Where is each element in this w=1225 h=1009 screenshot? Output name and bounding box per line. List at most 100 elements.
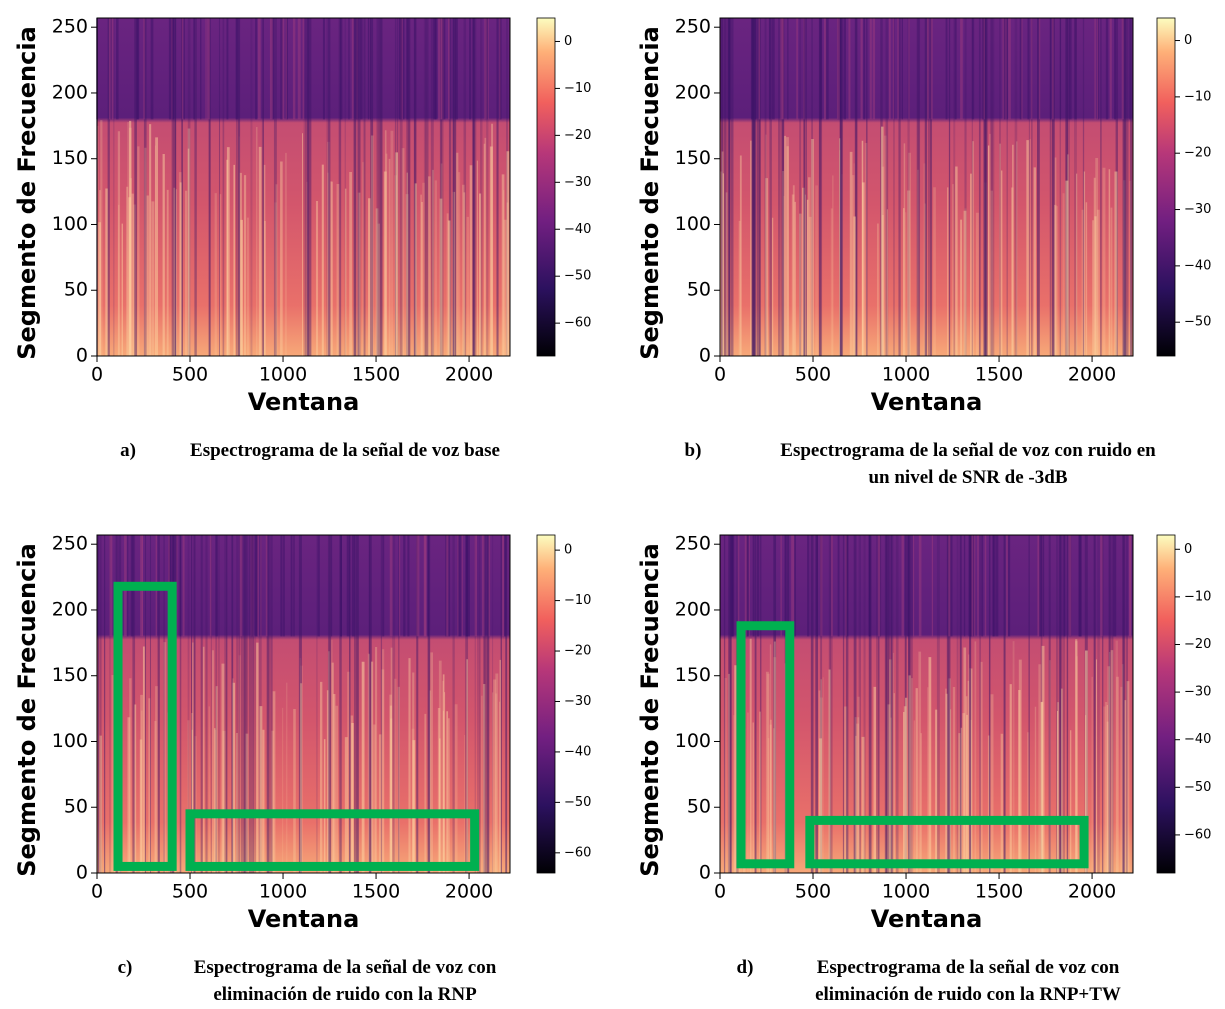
colorbar-tick-label: −20 xyxy=(1184,637,1211,652)
spectrogram xyxy=(720,18,1133,356)
y-axis-label: Segmento de Frecuencia xyxy=(13,543,41,877)
plot-frame xyxy=(719,534,1134,874)
panel-label: a) xyxy=(120,440,136,461)
colorbar-tick-label: −40 xyxy=(564,222,591,237)
colorbar-tick-label: 0 xyxy=(1184,542,1192,557)
y-tick-label: 200 xyxy=(675,81,711,103)
colorbar-tick-label: −50 xyxy=(1184,780,1211,795)
y-tick-label: 0 xyxy=(699,345,711,367)
colorbar-tick-label: −40 xyxy=(1184,258,1211,273)
y-tick-label: 100 xyxy=(52,213,88,235)
x-tick-label: 1000 xyxy=(259,881,307,903)
colorbar-tick-label: −60 xyxy=(564,845,591,860)
y-tick-label: 150 xyxy=(675,664,711,686)
y-tick-label: 50 xyxy=(64,796,88,818)
plot-frame xyxy=(96,534,511,874)
colorbar-tick-label: −20 xyxy=(564,128,591,143)
y-axis-label: Segmento de Frecuencia xyxy=(636,543,664,877)
x-tick-label: 1500 xyxy=(352,881,400,903)
y-tick-label: 250 xyxy=(675,533,711,555)
x-tick-label: 2000 xyxy=(445,881,493,903)
panel-label: d) xyxy=(737,957,754,978)
y-tick-label: 250 xyxy=(52,16,88,38)
y-tick-label: 50 xyxy=(687,796,711,818)
panel-label: b) xyxy=(685,440,702,461)
caption: eliminación de ruido con la RNP xyxy=(213,984,477,1005)
caption: Espectrograma de la señal de voz con xyxy=(817,957,1120,978)
colorbar-tick-label: −10 xyxy=(564,81,591,96)
highlight-box xyxy=(805,815,1089,869)
x-tick-label: 2000 xyxy=(1068,364,1116,386)
highlight-box xyxy=(185,809,480,871)
y-tick-label: 150 xyxy=(52,147,88,169)
y-tick-label: 200 xyxy=(52,598,88,620)
x-tick-label: 0 xyxy=(714,881,726,903)
colorbar-tick-label: −30 xyxy=(564,175,591,190)
y-axis-label: Segmento de Frecuencia xyxy=(636,26,664,360)
highlight-box xyxy=(113,581,177,871)
y-tick-label: 100 xyxy=(52,730,88,752)
colorbar-tick-label: −50 xyxy=(564,795,591,810)
x-axis-label: Ventana xyxy=(871,388,983,416)
x-tick-label: 500 xyxy=(795,364,831,386)
plot-frame xyxy=(96,17,511,357)
x-tick-label: 1500 xyxy=(975,881,1023,903)
colorbar-tick-label: 0 xyxy=(564,34,572,49)
x-tick-label: 1000 xyxy=(882,881,930,903)
y-tick-label: 250 xyxy=(675,16,711,38)
caption: eliminación de ruido con la RNP+TW xyxy=(815,984,1121,1005)
x-tick-label: 2000 xyxy=(445,364,493,386)
y-tick-label: 200 xyxy=(52,81,88,103)
x-tick-label: 2000 xyxy=(1068,881,1116,903)
colorbar-tick-label: −40 xyxy=(1184,732,1211,747)
y-tick-label: 100 xyxy=(675,730,711,752)
colorbar-tick-label: −60 xyxy=(564,316,591,331)
caption: Espectrograma de la señal de voz base xyxy=(190,440,500,461)
colorbar-tick-label: 0 xyxy=(1184,33,1192,48)
plot-frame xyxy=(719,17,1134,357)
colorbar-tick-label: −10 xyxy=(564,593,591,608)
caption: Espectrograma de la señal de voz con xyxy=(194,957,497,978)
y-tick-label: 50 xyxy=(687,279,711,301)
highlight-box xyxy=(736,621,795,869)
colorbar-tick-label: −60 xyxy=(1184,827,1211,842)
x-tick-label: 0 xyxy=(91,364,103,386)
x-tick-label: 1500 xyxy=(352,364,400,386)
colorbar-tick-label: −30 xyxy=(564,694,591,709)
x-axis-label: Ventana xyxy=(248,388,360,416)
x-tick-label: 500 xyxy=(172,364,208,386)
y-tick-label: 50 xyxy=(64,279,88,301)
y-tick-label: 250 xyxy=(52,533,88,555)
colorbar xyxy=(536,17,556,357)
colorbar-tick-label: −40 xyxy=(564,744,591,759)
caption: un nivel de SNR de -3dB xyxy=(868,467,1067,488)
colorbar-tick-label: −30 xyxy=(1184,202,1211,217)
panel-label: c) xyxy=(118,957,133,978)
colorbar-tick-label: −50 xyxy=(564,269,591,284)
colorbar-tick-label: −50 xyxy=(1184,315,1211,330)
x-axis-label: Ventana xyxy=(871,905,983,933)
x-tick-label: 500 xyxy=(795,881,831,903)
x-tick-label: 1500 xyxy=(975,364,1023,386)
caption: Espectrograma de la señal de voz con rui… xyxy=(780,440,1156,461)
colorbar-tick-label: −20 xyxy=(564,644,591,659)
colorbar-tick-label: −30 xyxy=(1184,685,1211,700)
colorbar xyxy=(1156,534,1176,874)
y-tick-label: 150 xyxy=(52,664,88,686)
y-tick-label: 0 xyxy=(76,345,88,367)
y-tick-label: 0 xyxy=(76,862,88,884)
x-tick-label: 500 xyxy=(172,881,208,903)
x-tick-label: 0 xyxy=(714,364,726,386)
x-tick-label: 1000 xyxy=(259,364,307,386)
x-tick-label: 0 xyxy=(91,881,103,903)
y-axis-label: Segmento de Frecuencia xyxy=(13,26,41,360)
colorbar-tick-label: −10 xyxy=(1184,589,1211,604)
y-tick-label: 0 xyxy=(699,862,711,884)
x-axis-label: Ventana xyxy=(248,905,360,933)
colorbar xyxy=(536,534,556,874)
y-tick-label: 200 xyxy=(675,598,711,620)
colorbar-tick-label: 0 xyxy=(564,543,572,558)
colorbar-tick-label: −20 xyxy=(1184,146,1211,161)
colorbar xyxy=(1156,17,1176,357)
